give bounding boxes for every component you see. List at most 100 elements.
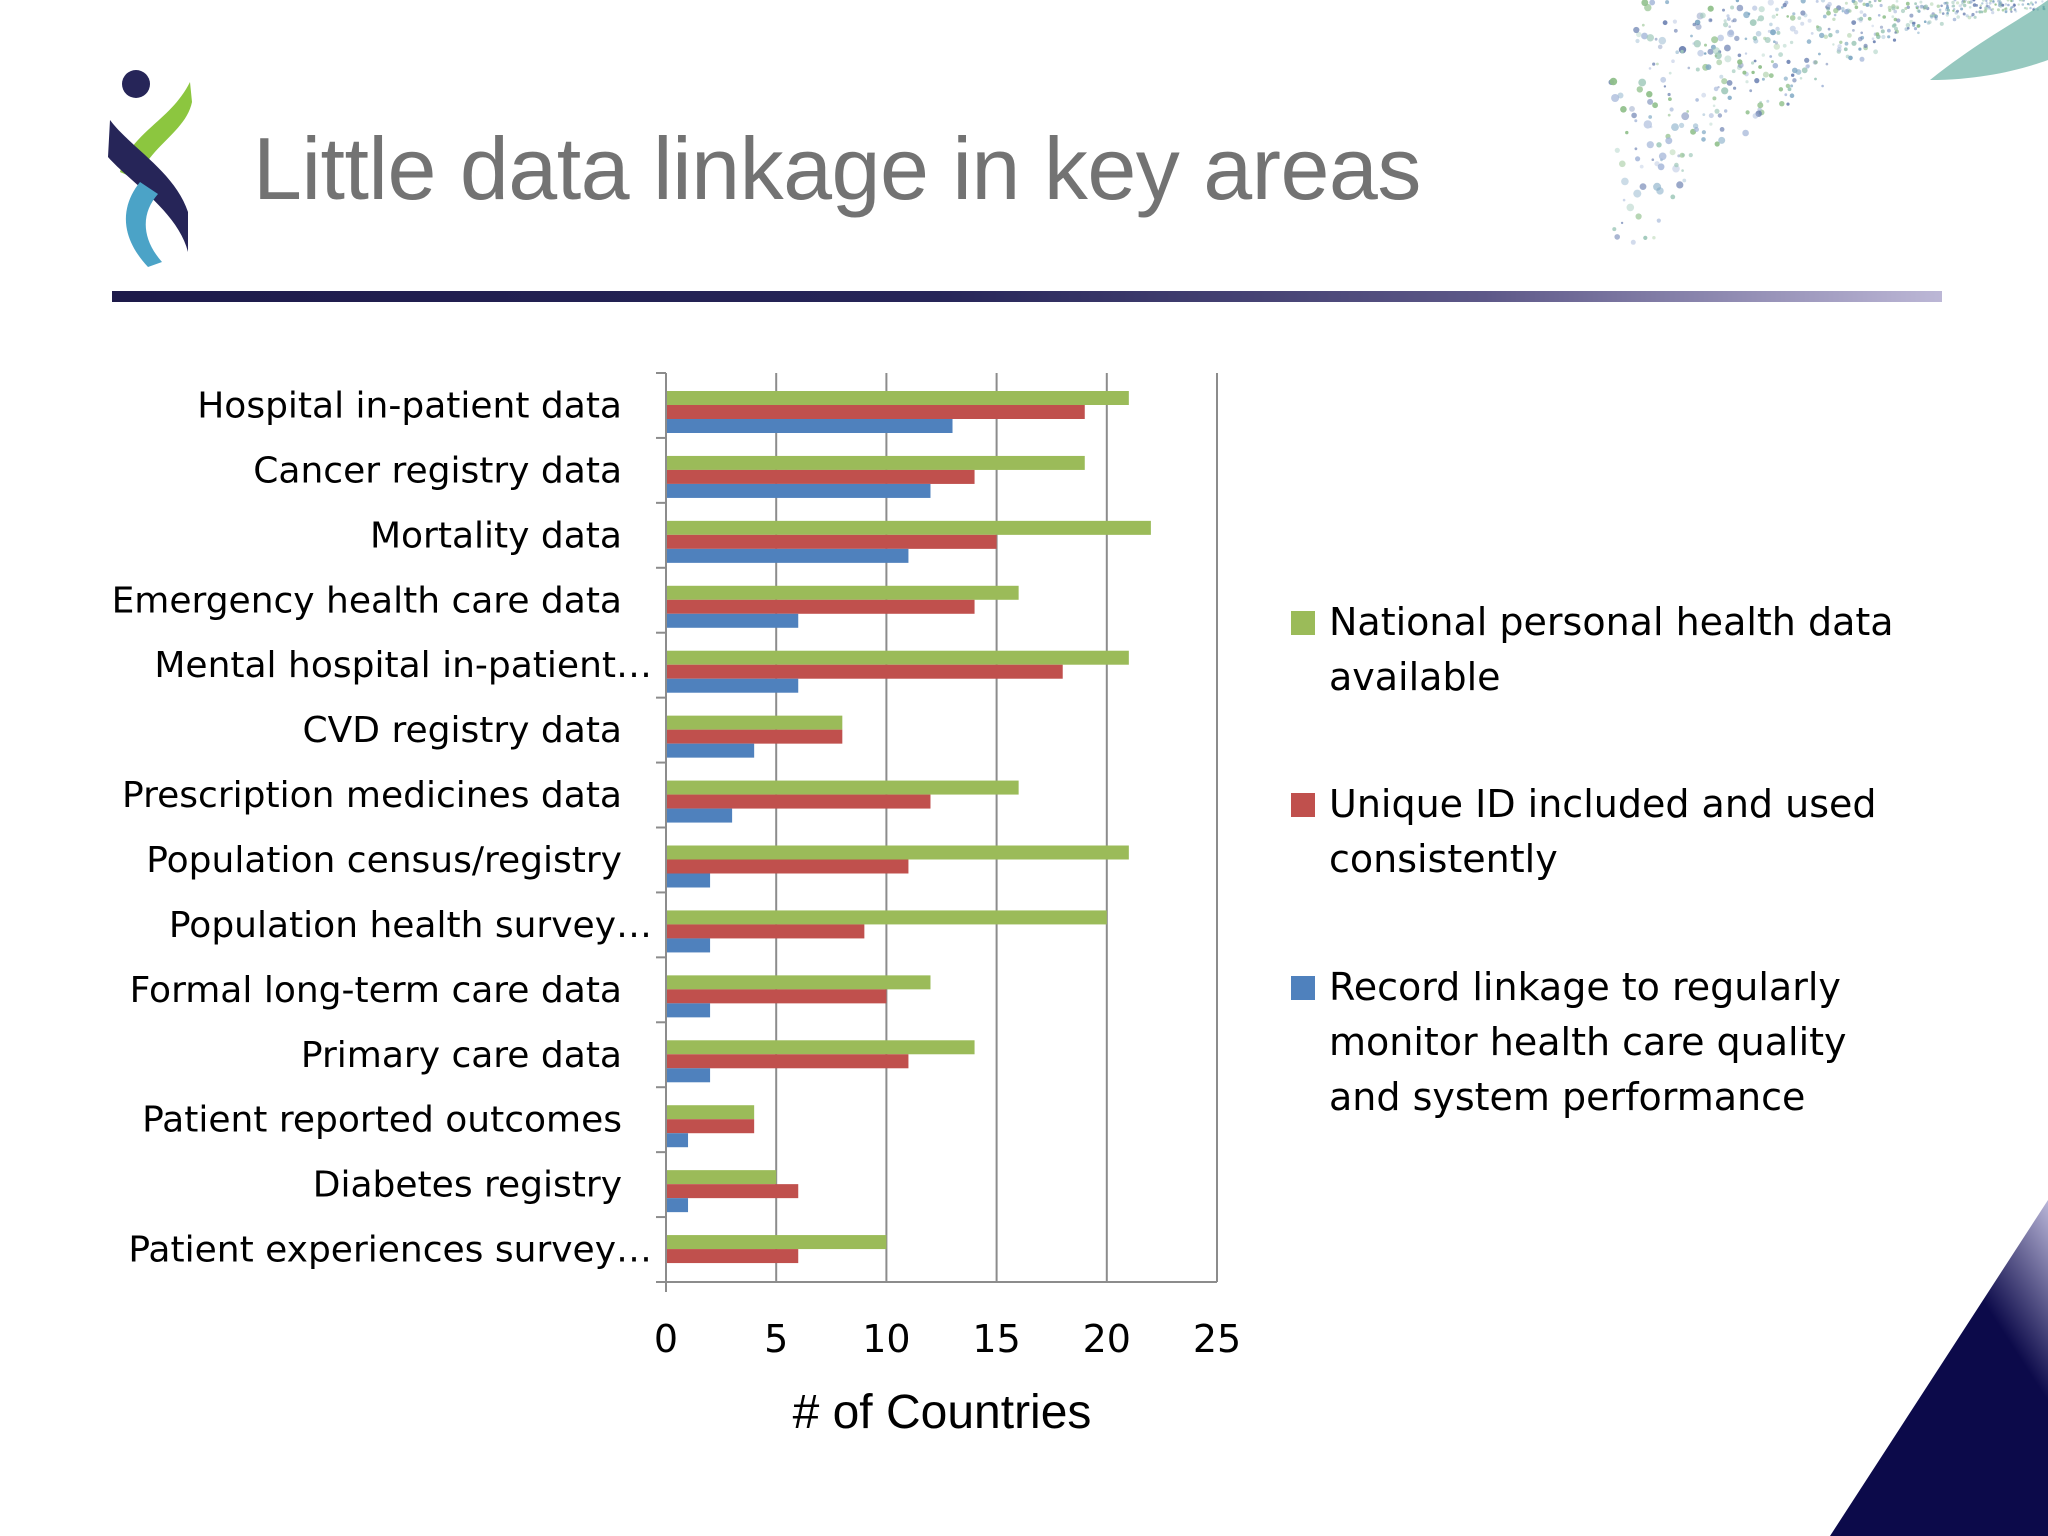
swirl-dot (1800, 0, 1806, 4)
swirl-dot (1917, 31, 1920, 35)
swirl-dot (1789, 25, 1796, 32)
swirl-dot (1979, 4, 1982, 7)
swirl-dot (1681, 169, 1684, 172)
swirl-dot (1973, 15, 1977, 19)
swirl-dot (1806, 64, 1811, 68)
swirl-dot (1877, 14, 1881, 17)
swirl-dot (1737, 59, 1743, 65)
swirl-dot (1775, 13, 1779, 16)
swirl-dot (1751, 61, 1755, 65)
swirl-dot (1887, 35, 1891, 39)
swirl-dot (1862, 13, 1867, 18)
swirl-dot (1758, 6, 1765, 13)
swirl-dot (1719, 74, 1724, 79)
swirl-dot (1946, 11, 1949, 15)
swirl-dot (1753, 38, 1759, 44)
swirl-dot (1718, 136, 1726, 144)
swirl-dot (1985, 4, 1989, 8)
swirl-dot (1712, 47, 1720, 55)
swirl-dot (1858, 47, 1862, 51)
swirl-dot (1713, 86, 1719, 92)
bar (666, 924, 865, 939)
swirl-dot (1770, 29, 1776, 36)
swirl-dot (1630, 239, 1636, 245)
swirl-dot (1887, 5, 1892, 10)
swirl-dot (2001, 8, 2005, 12)
swirl-dot (1848, 9, 1852, 13)
swirl-dot (1905, 23, 1911, 28)
swirl-dot (1677, 154, 1681, 158)
category-label: Primary care data (301, 1035, 622, 1076)
swirl-dot (1635, 156, 1641, 162)
swirl-dot (1675, 50, 1679, 54)
swirl-dot (1814, 77, 1817, 81)
swirl-dot (1778, 87, 1784, 92)
swirl-dot (1962, 12, 1966, 16)
swirl-dot (1945, 6, 1950, 10)
swirl-dot (1652, 236, 1656, 240)
swirl-dot (1783, 76, 1788, 81)
swirl-dot (2011, 0, 2014, 3)
swirl-dot (1872, 40, 1876, 44)
category-label: Mortality data (370, 515, 622, 556)
swirl-dot (2022, 0, 2025, 2)
category-label: Patient reported outcomes (142, 1100, 622, 1141)
swirl-dot (1769, 22, 1773, 27)
swirl-dot (1813, 60, 1818, 65)
swirl-dot (2017, 3, 2020, 6)
corner-shape (1830, 1200, 2048, 1536)
swirl-dot (1726, 80, 1733, 86)
swirl-dot (1682, 178, 1687, 183)
swirl-dot (1669, 149, 1676, 156)
swirl-dot (1758, 65, 1762, 69)
bar (666, 419, 953, 433)
swirl-dot (1792, 78, 1797, 83)
swirl-dot (1717, 113, 1723, 118)
swirl-dot (1871, 24, 1874, 28)
swirl-dot (1761, 77, 1765, 81)
swirl-dot (1857, 0, 1863, 3)
bar (666, 405, 1085, 419)
swirl-dot (1693, 40, 1701, 48)
swirl-dot (1904, 7, 1908, 10)
swirl-dot (1658, 152, 1667, 161)
swirl-dot (1784, 93, 1788, 97)
swirl-dot (1672, 164, 1680, 173)
swirl-dot (1695, 23, 1702, 30)
swirl-dot (1708, 113, 1714, 119)
swirl-dot (1728, 25, 1731, 29)
swirl-dot (1646, 34, 1654, 42)
swirl-dot (1841, 7, 1845, 11)
swirl-dot (1839, 40, 1843, 44)
swirl-dot (1652, 62, 1656, 66)
swirl-dot (1951, 0, 1955, 5)
bar (666, 664, 1063, 679)
dot-swirl-icon (1608, 0, 2048, 245)
swirl-dot (1648, 115, 1653, 119)
swirl-dot (1854, 5, 1859, 10)
swirl-dot (1797, 16, 1802, 20)
swirl-dot (2013, 8, 2017, 11)
swirl-dot (1981, 2, 1984, 5)
swirl-dot (1686, 110, 1689, 113)
swirl-dot (2021, 3, 2025, 6)
swirl-dot (1821, 84, 1824, 88)
swirl-dot (1672, 19, 1677, 24)
bar (666, 1105, 755, 1120)
swirl-dot (1782, 43, 1787, 48)
swirl-dot (1635, 38, 1640, 44)
swirl-dot (1844, 1, 1848, 5)
swirl-dot (1660, 76, 1667, 83)
legend-label: and system performance (1329, 1075, 1805, 1119)
swirl-dot (1705, 64, 1712, 70)
bar (666, 1198, 689, 1213)
swirl-dot (1766, 99, 1770, 103)
swirl-dot (1773, 43, 1780, 50)
swirl-dot (1997, 0, 2000, 3)
swirl-dot (1971, 12, 1975, 17)
swirl-dot (1733, 86, 1737, 90)
swirl-dot (1647, 98, 1654, 105)
swirl-dot (1736, 4, 1744, 12)
swirl-dot (1832, 17, 1836, 21)
bar (666, 678, 799, 693)
